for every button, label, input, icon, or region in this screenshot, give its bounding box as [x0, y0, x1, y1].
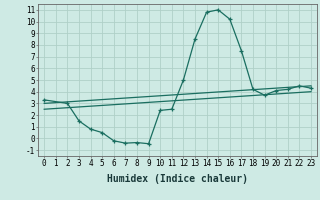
X-axis label: Humidex (Indice chaleur): Humidex (Indice chaleur) [107, 174, 248, 184]
